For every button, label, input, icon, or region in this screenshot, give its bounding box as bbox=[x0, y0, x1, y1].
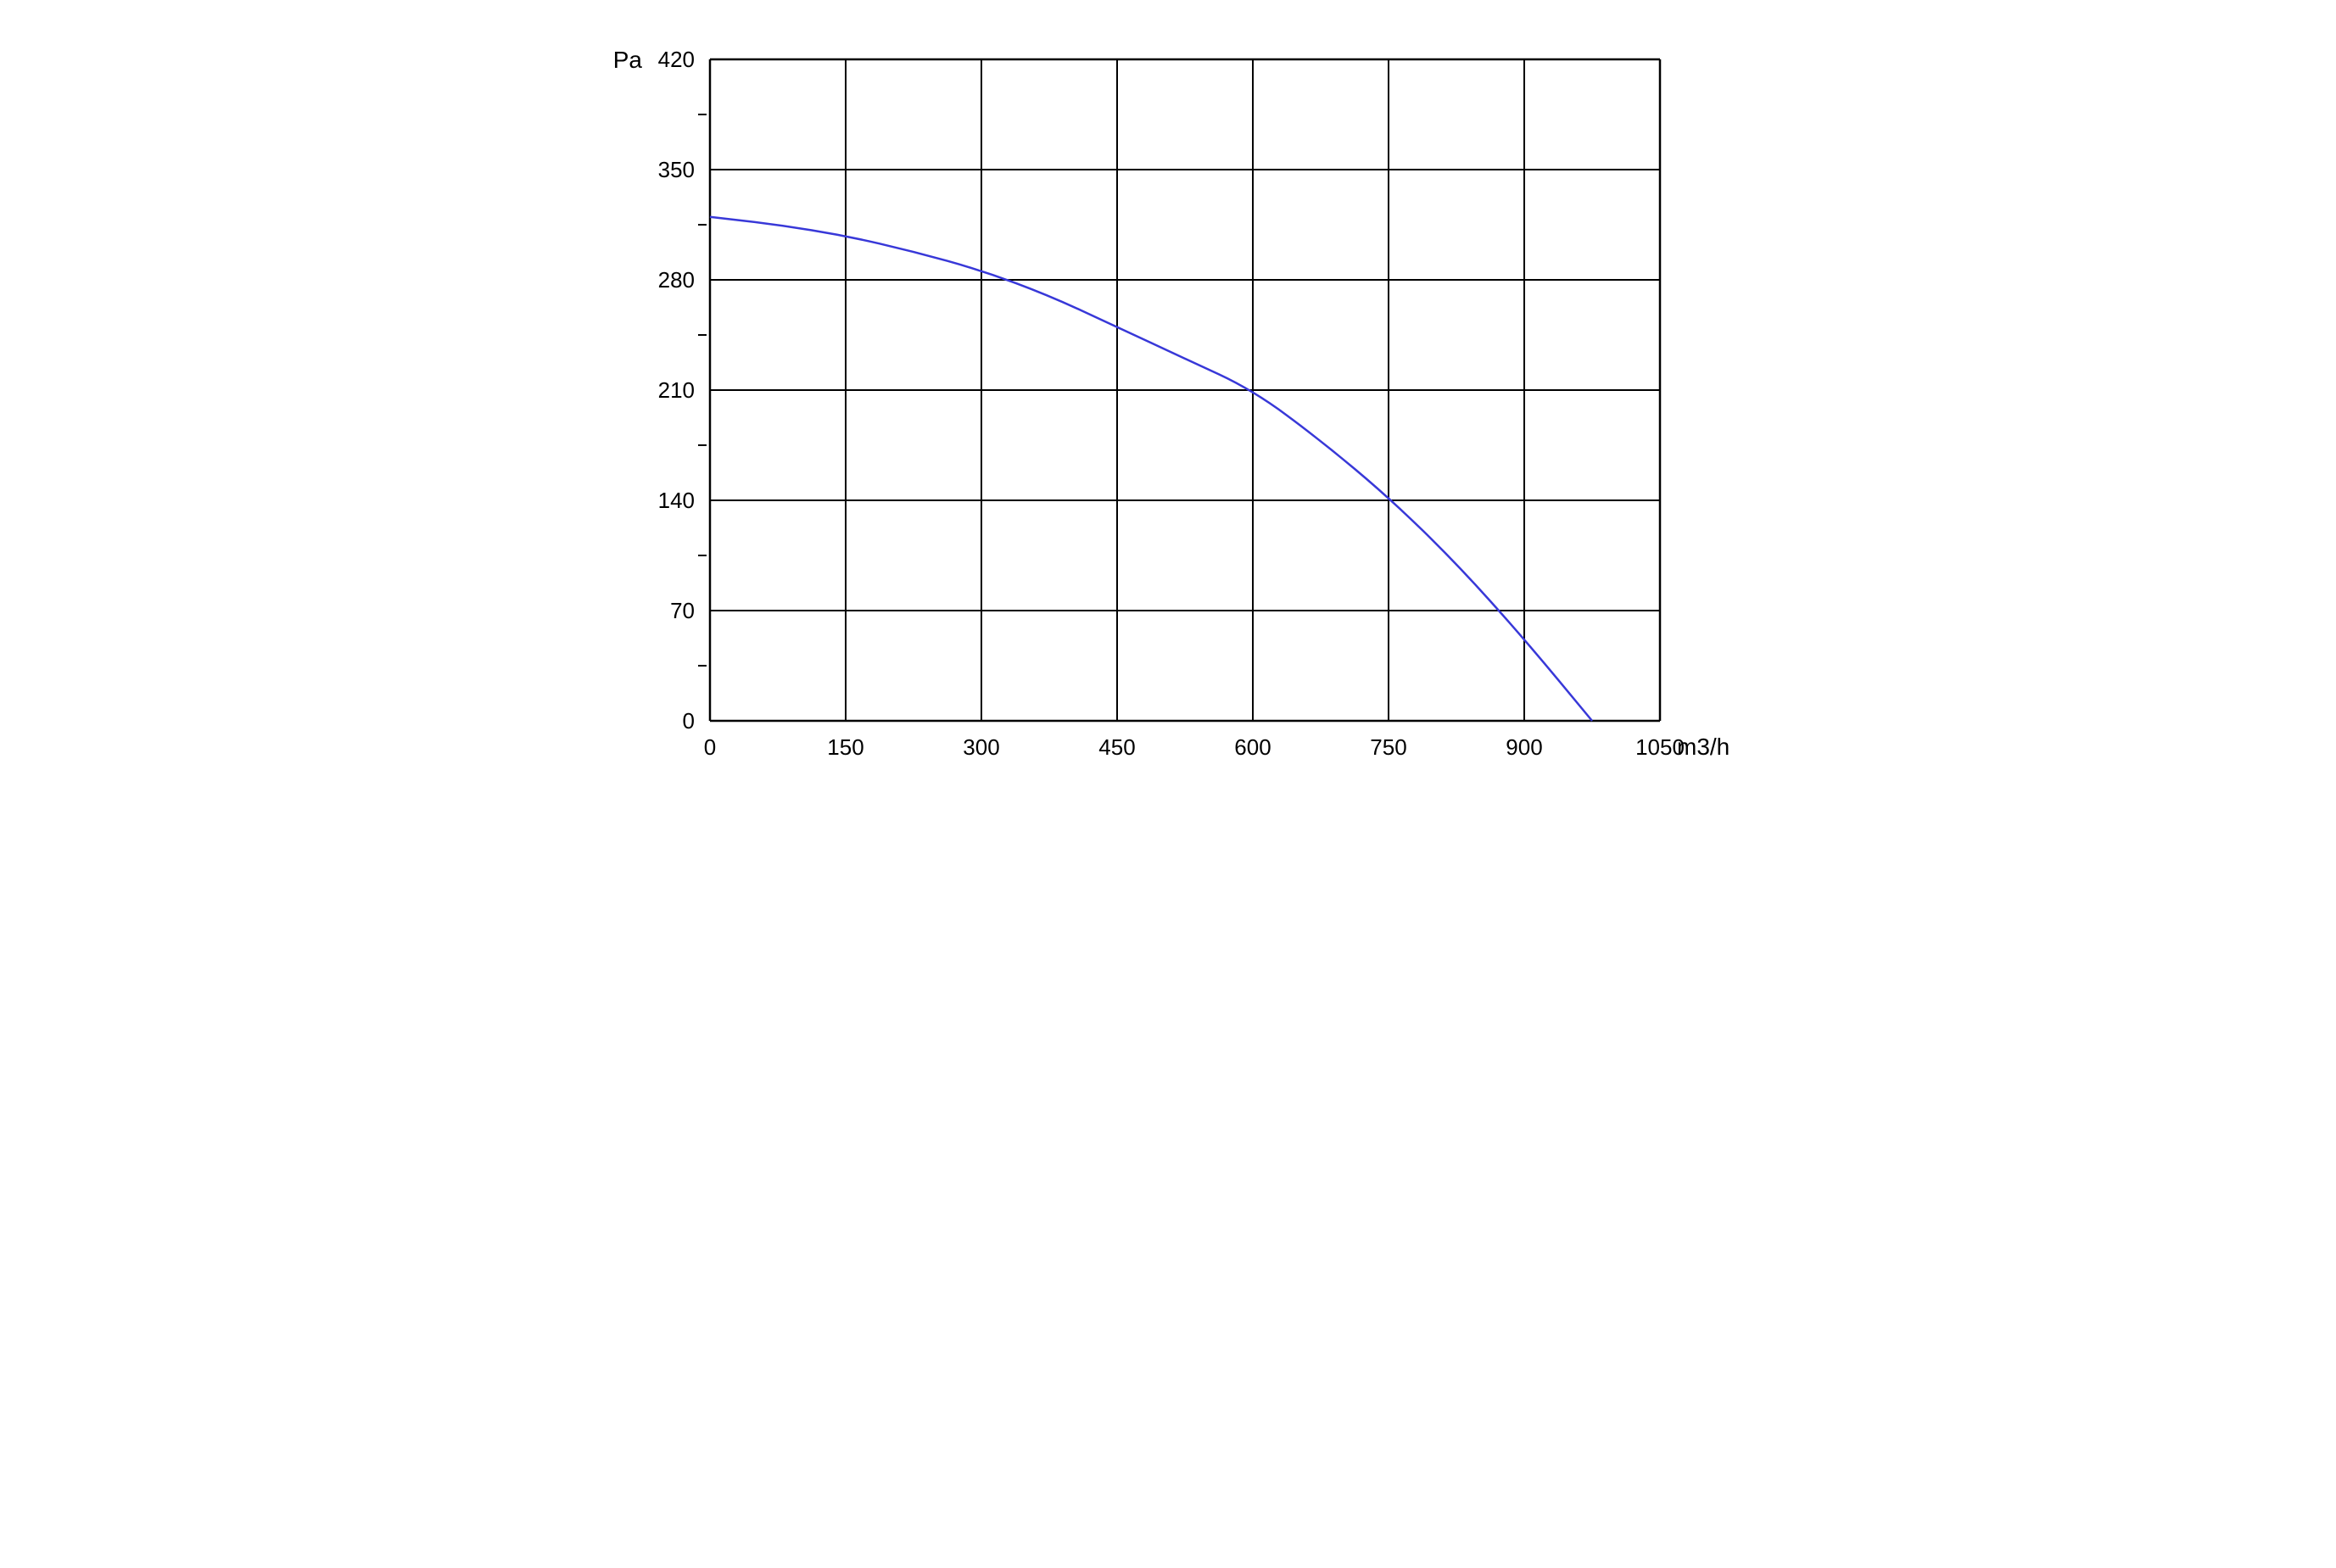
x-tick-label: 450 bbox=[1098, 734, 1135, 760]
chart-container: 0150300450600750900105007014021028035042… bbox=[574, 34, 1762, 797]
y-tick-label: 280 bbox=[658, 267, 695, 293]
fan-curve-chart: 0150300450600750900105007014021028035042… bbox=[574, 34, 1762, 797]
x-tick-label: 300 bbox=[963, 734, 999, 760]
y-tick-label: 350 bbox=[658, 157, 695, 182]
y-tick-label: 70 bbox=[670, 598, 695, 623]
x-axis-title: m3/h bbox=[1677, 734, 1730, 760]
y-axis-title: Pa bbox=[613, 47, 643, 73]
x-tick-label: 0 bbox=[704, 734, 716, 760]
x-tick-label: 900 bbox=[1506, 734, 1542, 760]
x-tick-label: 600 bbox=[1234, 734, 1271, 760]
y-tick-label: 140 bbox=[658, 488, 695, 513]
y-tick-label: 210 bbox=[658, 377, 695, 403]
y-tick-label: 420 bbox=[658, 47, 695, 72]
x-tick-label: 750 bbox=[1370, 734, 1406, 760]
y-tick-label: 0 bbox=[683, 708, 695, 734]
x-tick-label: 150 bbox=[827, 734, 863, 760]
